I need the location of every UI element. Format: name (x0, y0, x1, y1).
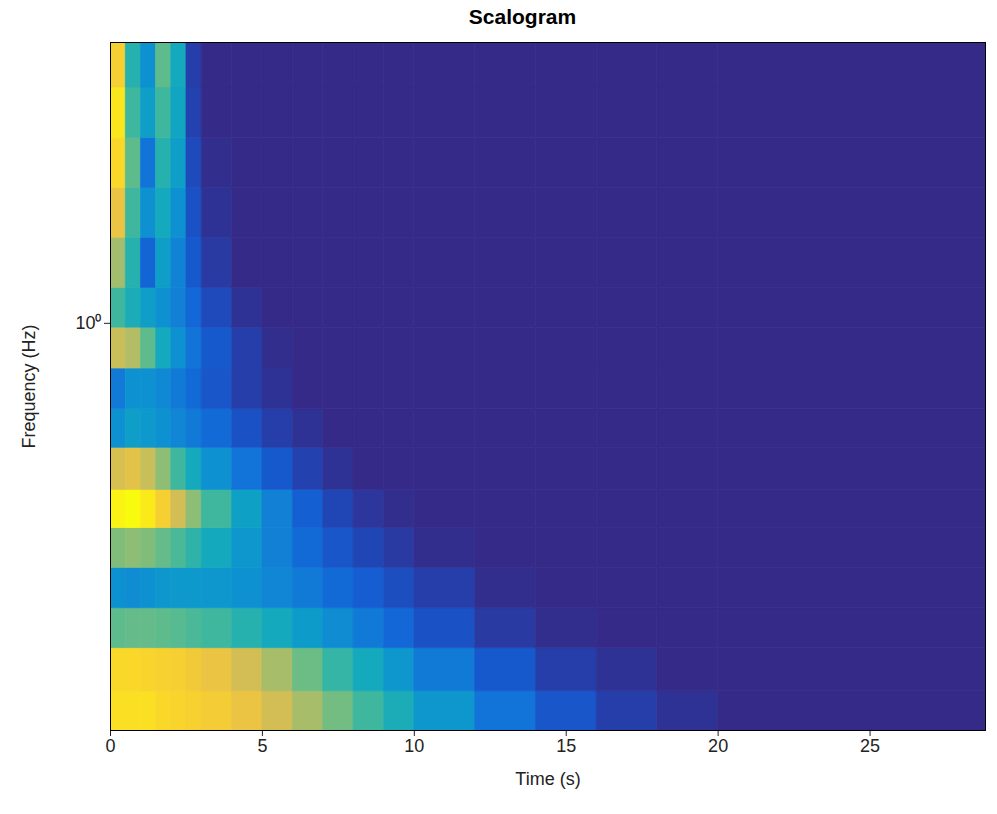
svg-text:20: 20 (708, 736, 728, 756)
svg-text:10: 10 (404, 736, 424, 756)
html-text:Scalogram: Scalogram (468, 5, 577, 28)
svg-text:5: 5 (257, 736, 267, 756)
svg-text:25: 25 (860, 736, 880, 756)
svg-text:Frequency (Hz): Frequency (Hz) (19, 324, 39, 448)
svg-text:15: 15 (556, 736, 576, 756)
svg-text:Time (s): Time (s) (515, 769, 580, 789)
svg-text:0: 0 (105, 736, 115, 756)
svg-text:10⁰: 10⁰ (75, 313, 101, 333)
